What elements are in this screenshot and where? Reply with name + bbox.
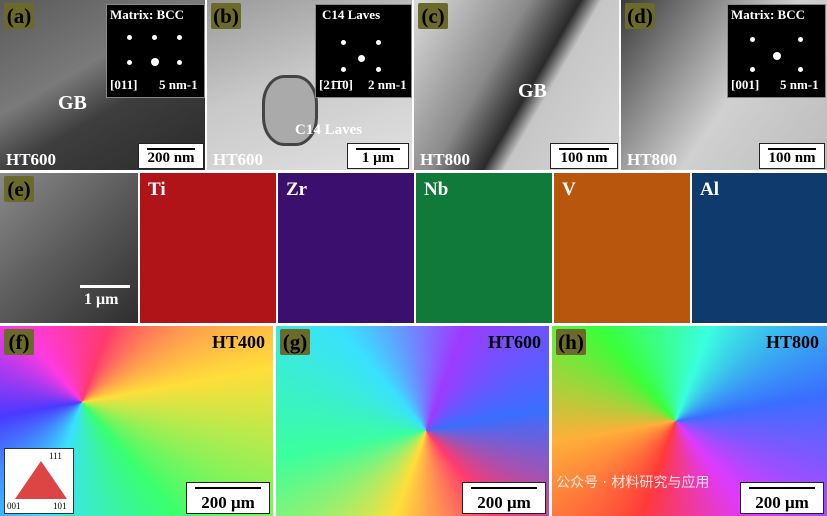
panel-b-laves-label: C14 Laves bbox=[295, 122, 363, 138]
diffraction-center-spot bbox=[358, 55, 365, 62]
diffraction-center-spot bbox=[151, 58, 159, 66]
scalebar-text: 100 nm bbox=[560, 150, 608, 166]
scalebar-text: 200 μm bbox=[755, 493, 809, 512]
ipf-label-001: 001 bbox=[7, 501, 21, 511]
ebsd-map-g: (g) HT600 200 μm bbox=[276, 326, 549, 516]
eds-map-nb-label: Nb bbox=[424, 179, 449, 200]
scalebar-line bbox=[749, 487, 815, 489]
panel-a-condition: HT600 bbox=[6, 150, 57, 169]
ebsd-g-label: (g) bbox=[280, 329, 310, 355]
eds-map-zr: Zr bbox=[278, 173, 414, 323]
inset-scale: 5 nm-1 bbox=[780, 77, 819, 92]
panel-c-scalebar: 100 nm bbox=[550, 143, 618, 169]
diffraction-spot bbox=[177, 35, 182, 40]
eds-map-al: Al bbox=[692, 173, 827, 323]
eds-map-ti: Ti bbox=[140, 173, 276, 323]
ebsd-g-scalebar: 200 μm bbox=[462, 482, 546, 514]
scalebar-line bbox=[356, 148, 400, 150]
diffraction-spot bbox=[376, 67, 381, 72]
panel-d-label: (d) bbox=[625, 3, 655, 29]
scalebar-line bbox=[195, 487, 261, 489]
scalebar-text: 100 nm bbox=[768, 150, 816, 166]
ebsd-f-label: (f) bbox=[4, 329, 34, 355]
scalebar-text: 1 μm bbox=[361, 150, 395, 166]
inset-zone-axis: [001] bbox=[731, 77, 760, 92]
ebsd-f-condition: HT400 bbox=[211, 332, 265, 352]
scalebar-line bbox=[471, 487, 537, 489]
eds-map-v-label: V bbox=[562, 179, 576, 200]
ebsd-g-condition: HT600 bbox=[487, 332, 541, 352]
diffraction-spot bbox=[127, 60, 132, 65]
diffraction-center-spot bbox=[773, 52, 781, 60]
ipf-label-101: 101 bbox=[53, 501, 67, 511]
eds-map-v: V bbox=[554, 173, 690, 323]
panel-e-label: (e) bbox=[4, 176, 34, 202]
panel-a-label: (a) bbox=[4, 3, 34, 29]
panel-e-scale-text: 1 μm bbox=[84, 291, 119, 308]
panel-d-scalebar: 100 nm bbox=[759, 143, 825, 169]
eds-map-nb: Nb bbox=[416, 173, 552, 323]
panel-b-saed-inset: C14 Laves [21̄1̄0] 2 nm-1 bbox=[315, 4, 412, 98]
diffraction-spot bbox=[750, 67, 755, 72]
scalebar-text: 200 μm bbox=[201, 493, 255, 512]
diffraction-spot bbox=[152, 35, 157, 40]
panel-b-condition: HT600 bbox=[213, 150, 264, 169]
inset-title: Matrix: BCC bbox=[731, 7, 806, 22]
panel-b: (b) C14 Laves HT600 1 μm C14 Laves [21̄1… bbox=[207, 0, 412, 170]
ebsd-h-condition: HT800 bbox=[765, 332, 819, 352]
inset-zone-axis: [21̄1̄0] bbox=[319, 77, 353, 92]
inset-zone-axis: [011] bbox=[110, 77, 138, 92]
panel-e-scale-line bbox=[80, 285, 130, 288]
ipf-legend: 111 001 101 bbox=[4, 448, 74, 514]
scalebar-line bbox=[147, 148, 195, 150]
ebsd-h-scalebar: 200 μm bbox=[740, 482, 824, 514]
ebsd-map-h: (h) HT800 公众号 · 材料研究与应用 200 μm bbox=[552, 326, 827, 516]
diffraction-spot bbox=[750, 37, 755, 42]
eds-map-zr-label: Zr bbox=[286, 179, 308, 200]
inset-scale: 5 nm-1 bbox=[159, 77, 198, 92]
panel-c-gb-label: GB bbox=[518, 80, 547, 102]
scalebar-text: 200 nm bbox=[147, 150, 195, 166]
inset-scale: 2 nm-1 bbox=[368, 77, 407, 92]
scalebar-line bbox=[768, 148, 816, 150]
ebsd-h-label: (h) bbox=[556, 329, 586, 355]
scalebar-text: 200 μm bbox=[477, 493, 531, 512]
ebsd-map-f: (f) HT400 111 001 101 200 μm bbox=[0, 326, 273, 516]
eds-map-al-label: Al bbox=[700, 179, 719, 200]
inset-title: C14 Laves bbox=[322, 7, 381, 22]
diffraction-spot bbox=[798, 67, 803, 72]
diffraction-spot bbox=[341, 67, 346, 72]
ipf-label-111: 111 bbox=[49, 451, 62, 461]
panel-d-condition: HT800 bbox=[627, 150, 678, 169]
watermark: 公众号 · 材料研究与应用 bbox=[556, 475, 710, 491]
panel-a-saed-inset: Matrix: BCC [011] 5 nm-1 bbox=[106, 4, 205, 98]
panel-b-scalebar: 1 μm bbox=[347, 143, 409, 169]
diffraction-spot bbox=[127, 35, 132, 40]
diffraction-spot bbox=[177, 60, 182, 65]
panel-a-gb-label: GB bbox=[58, 92, 87, 114]
panel-c: (c) GB HT800 100 nm bbox=[414, 0, 619, 170]
panel-c-label: (c) bbox=[418, 3, 448, 29]
panel-c-condition: HT800 bbox=[420, 150, 471, 169]
diffraction-spot bbox=[376, 40, 381, 45]
inset-title: Matrix: BCC bbox=[110, 7, 185, 22]
laves-particle bbox=[262, 75, 318, 146]
panel-a: (a) GB HT600 200 nm Matrix: BCC [011] 5 … bbox=[0, 0, 205, 170]
panel-e-haadf: (e) 1 μm bbox=[0, 173, 138, 323]
panel-d: (d) HT800 100 nm Matrix: BCC [001] 5 nm-… bbox=[621, 0, 827, 170]
scalebar-line bbox=[559, 148, 609, 150]
ipf-triangle bbox=[15, 461, 67, 499]
diffraction-spot bbox=[798, 37, 803, 42]
panel-a-scalebar: 200 nm bbox=[138, 143, 204, 169]
ebsd-f-scalebar: 200 μm bbox=[186, 482, 270, 514]
panel-d-saed-inset: Matrix: BCC [001] 5 nm-1 bbox=[727, 4, 826, 98]
eds-map-ti-label: Ti bbox=[148, 179, 166, 200]
diffraction-spot bbox=[341, 40, 346, 45]
panel-b-label: (b) bbox=[211, 3, 241, 29]
